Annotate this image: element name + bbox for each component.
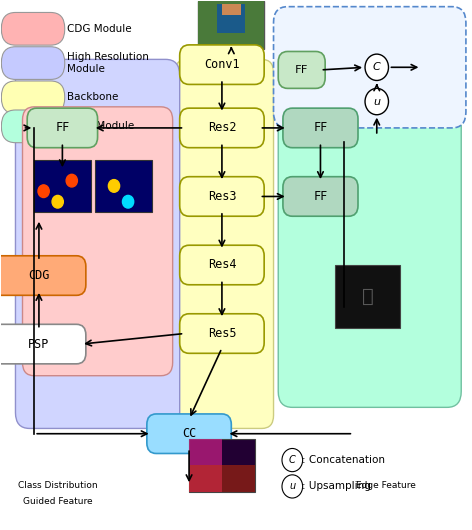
Circle shape [66, 174, 77, 187]
FancyBboxPatch shape [0, 256, 86, 295]
FancyBboxPatch shape [27, 108, 98, 148]
Text: : Concatenation: : Concatenation [302, 455, 385, 465]
Text: : Upsampling: : Upsampling [302, 481, 371, 491]
Text: CDG: CDG [28, 269, 50, 282]
FancyBboxPatch shape [1, 81, 65, 114]
Text: FF: FF [313, 190, 328, 203]
Text: Res2: Res2 [208, 121, 236, 135]
FancyBboxPatch shape [283, 108, 358, 148]
FancyBboxPatch shape [335, 265, 400, 328]
Text: u: u [289, 481, 295, 491]
Text: Res3: Res3 [208, 190, 236, 203]
FancyBboxPatch shape [189, 439, 255, 492]
FancyBboxPatch shape [278, 102, 461, 408]
Circle shape [109, 180, 119, 192]
FancyBboxPatch shape [278, 51, 325, 89]
FancyBboxPatch shape [23, 107, 173, 376]
Text: Class Distribution: Class Distribution [18, 481, 98, 490]
Circle shape [282, 475, 303, 498]
Text: C: C [289, 455, 295, 465]
Text: Guided Feature: Guided Feature [23, 497, 93, 506]
FancyBboxPatch shape [180, 176, 264, 216]
Circle shape [365, 89, 388, 114]
Text: CC: CC [182, 427, 196, 440]
Text: FF: FF [55, 121, 69, 135]
FancyBboxPatch shape [222, 4, 241, 14]
FancyBboxPatch shape [180, 108, 264, 148]
FancyBboxPatch shape [274, 7, 466, 128]
FancyBboxPatch shape [147, 414, 231, 454]
FancyBboxPatch shape [189, 465, 255, 492]
FancyBboxPatch shape [180, 245, 264, 285]
FancyBboxPatch shape [95, 160, 152, 213]
FancyBboxPatch shape [0, 324, 86, 364]
FancyBboxPatch shape [189, 439, 222, 492]
Text: FF: FF [295, 65, 308, 75]
Circle shape [365, 54, 388, 81]
FancyBboxPatch shape [16, 59, 180, 428]
FancyBboxPatch shape [283, 176, 358, 216]
FancyBboxPatch shape [1, 110, 65, 143]
FancyBboxPatch shape [217, 4, 245, 33]
Circle shape [52, 196, 63, 208]
Text: Edge Feature: Edge Feature [356, 481, 416, 490]
Text: High Resolution
Module: High Resolution Module [67, 52, 149, 74]
FancyBboxPatch shape [180, 314, 264, 354]
Text: CDG Module: CDG Module [67, 24, 132, 34]
FancyBboxPatch shape [1, 13, 65, 45]
FancyBboxPatch shape [1, 47, 65, 80]
FancyBboxPatch shape [198, 2, 264, 49]
FancyBboxPatch shape [175, 59, 274, 428]
Text: u: u [373, 96, 380, 107]
Text: Backbone: Backbone [67, 92, 118, 102]
Text: Edge Module: Edge Module [67, 121, 135, 131]
Text: Res5: Res5 [208, 327, 236, 340]
Text: Res4: Res4 [208, 259, 236, 271]
Circle shape [38, 185, 49, 198]
FancyBboxPatch shape [34, 160, 91, 213]
Text: C: C [373, 63, 380, 72]
Text: Conv1: Conv1 [204, 58, 240, 71]
Circle shape [122, 196, 134, 208]
Text: FF: FF [313, 121, 328, 135]
Circle shape [282, 448, 303, 472]
FancyBboxPatch shape [198, 2, 264, 49]
Text: PSP: PSP [28, 338, 50, 350]
Text: ⚽: ⚽ [362, 287, 373, 306]
FancyBboxPatch shape [180, 45, 264, 84]
